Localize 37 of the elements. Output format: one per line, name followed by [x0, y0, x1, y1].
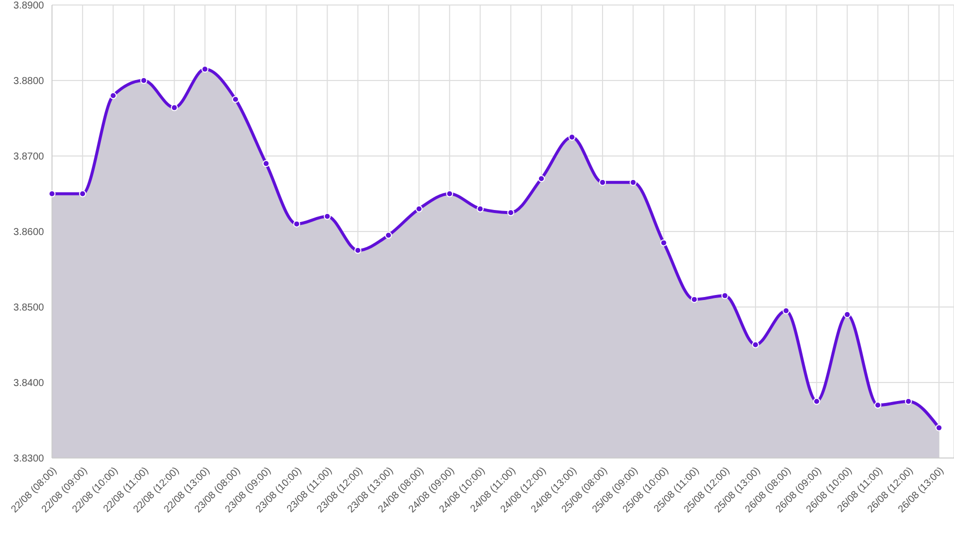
point [904, 398, 912, 405]
point [201, 66, 208, 73]
y-tick-label: 3.8500 [13, 302, 44, 314]
point [813, 398, 820, 405]
point [752, 341, 759, 348]
point [690, 296, 698, 303]
point [324, 212, 331, 220]
point [79, 190, 86, 198]
y-tick-label: 3.8300 [13, 454, 44, 465]
point [48, 190, 56, 198]
y-tick-label: 3.8700 [13, 152, 44, 163]
y-tick-label: 3.8600 [13, 227, 44, 238]
y-tick-label: 3.8400 [13, 378, 44, 390]
point [140, 77, 148, 84]
point [660, 239, 668, 246]
point [507, 209, 514, 216]
point [170, 104, 178, 112]
y-tick-label: 3.8900 [13, 0, 44, 12]
point [844, 311, 851, 318]
point [630, 178, 637, 186]
point [721, 292, 728, 300]
point [476, 205, 484, 212]
point [599, 178, 606, 186]
point [568, 134, 576, 141]
point [874, 402, 882, 409]
point [446, 190, 454, 198]
point [416, 205, 423, 212]
point [936, 424, 942, 432]
point [232, 96, 240, 103]
point [384, 232, 392, 239]
point [262, 160, 270, 168]
point [293, 220, 300, 228]
y-tick-label: 3.8800 [13, 76, 44, 88]
point [782, 307, 790, 314]
point [538, 175, 545, 182]
point [354, 246, 362, 254]
point [110, 92, 117, 100]
